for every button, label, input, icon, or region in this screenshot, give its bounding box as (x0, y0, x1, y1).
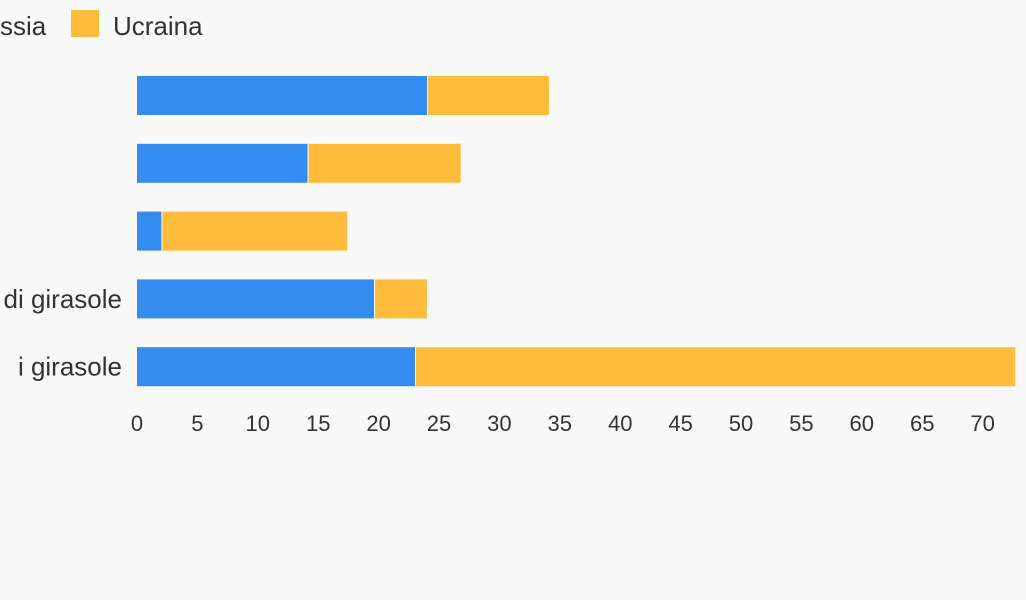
bar-1-row-1 (137, 76, 428, 115)
category-label-5: i girasole (18, 352, 122, 382)
bar-2-row-4 (375, 279, 427, 319)
x-tick-label-65: 65 (910, 411, 934, 436)
x-tick-label-55: 55 (789, 411, 813, 436)
bar-1-row-5 (137, 347, 415, 387)
legend-label-2: Ucraina (113, 11, 203, 41)
x-tick-label-5: 5 (191, 411, 203, 436)
x-tick-label-0: 0 (131, 411, 143, 436)
legend-swatch-2 (71, 10, 99, 37)
bar-2-row-3 (162, 211, 348, 251)
bar-1-row-2 (137, 143, 308, 183)
x-tick-label-25: 25 (427, 411, 451, 436)
x-tick-label-20: 20 (366, 411, 390, 436)
bar-1-row-3 (137, 211, 162, 251)
bar-2-row-2 (308, 143, 461, 183)
bar-2-row-5 (416, 347, 1016, 387)
category-label-4: di girasole (3, 284, 122, 314)
x-tick-label-50: 50 (729, 411, 753, 436)
x-tick-label-30: 30 (487, 411, 511, 436)
legend: ssia Ucraina (0, 10, 203, 41)
x-tick-label-15: 15 (306, 411, 330, 436)
x-tick-label-40: 40 (608, 411, 632, 436)
legend-label-1: ssia (0, 11, 47, 41)
x-axis-ticks: 0 5 10 15 20 25 30 35 40 45 50 55 60 65 70 (131, 411, 995, 436)
category-labels: di girasole i girasole (3, 284, 122, 382)
x-tick-label-10: 10 (246, 411, 270, 436)
bar-2-row-1 (428, 76, 549, 115)
x-tick-label-60: 60 (850, 411, 874, 436)
bars (137, 76, 1016, 387)
bar-1-row-4 (137, 279, 374, 319)
x-tick-label-45: 45 (668, 411, 692, 436)
x-tick-label-35: 35 (548, 411, 572, 436)
x-tick-label-70: 70 (970, 411, 994, 436)
